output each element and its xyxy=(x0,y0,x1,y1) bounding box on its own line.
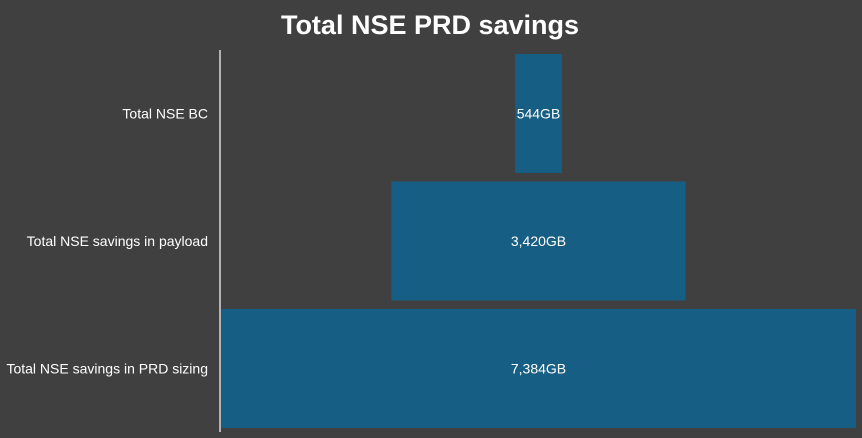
data-label-3: 7,384GB xyxy=(511,361,566,377)
chart-title: Total NSE PRD savings xyxy=(281,10,579,40)
funnel-bar-2 xyxy=(391,181,686,301)
bars-layer xyxy=(221,54,856,428)
category-label-2: Total NSE savings in payload xyxy=(27,233,208,249)
category-labels: Total NSE BC Total NSE savings in payload… xyxy=(6,106,208,377)
category-label-3: Total NSE savings in PRD sizing xyxy=(6,361,208,377)
data-label-1: 544GB xyxy=(517,106,561,122)
funnel-bar-1 xyxy=(515,54,562,173)
data-labels: 544GB 3,420GB 7,384GB xyxy=(511,106,566,377)
funnel-bar-3 xyxy=(221,309,856,428)
data-label-2: 3,420GB xyxy=(511,233,566,249)
category-label-1: Total NSE BC xyxy=(122,106,208,122)
